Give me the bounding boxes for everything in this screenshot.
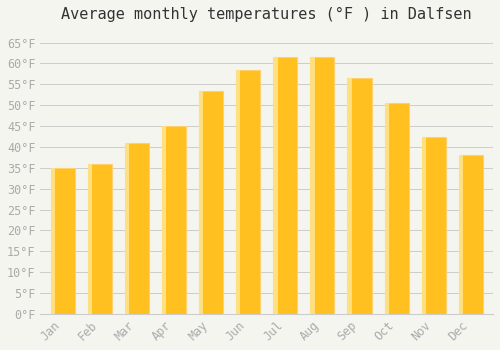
Bar: [88, 164, 112, 314]
Bar: [199, 91, 223, 314]
Bar: [384, 103, 408, 314]
Bar: [422, 136, 426, 314]
Bar: [124, 143, 149, 314]
Bar: [348, 78, 372, 314]
Bar: [273, 57, 297, 314]
Bar: [458, 155, 483, 314]
Bar: [384, 103, 389, 314]
Bar: [50, 168, 74, 314]
Bar: [162, 126, 166, 314]
Bar: [348, 78, 352, 314]
Bar: [310, 57, 334, 314]
Bar: [310, 57, 314, 314]
Bar: [236, 70, 240, 314]
Bar: [458, 155, 463, 314]
Bar: [162, 126, 186, 314]
Bar: [199, 91, 203, 314]
Bar: [50, 168, 55, 314]
Bar: [273, 57, 278, 314]
Bar: [88, 164, 92, 314]
Title: Average monthly temperatures (°F ) in Dalfsen: Average monthly temperatures (°F ) in Da…: [62, 7, 472, 22]
Bar: [124, 143, 129, 314]
Bar: [422, 136, 446, 314]
Bar: [236, 70, 260, 314]
